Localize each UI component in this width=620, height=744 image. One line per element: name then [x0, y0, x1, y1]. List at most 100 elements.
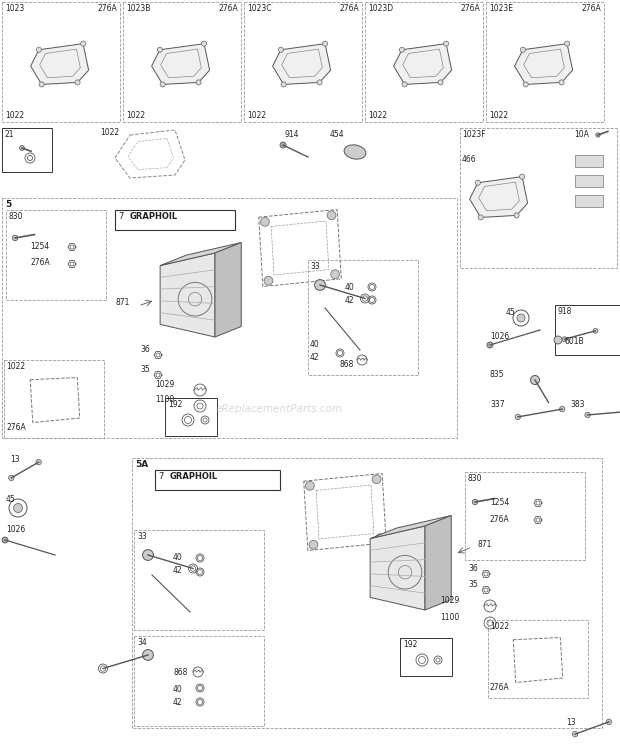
Circle shape: [520, 47, 525, 52]
Text: 276A: 276A: [97, 4, 117, 13]
Circle shape: [143, 650, 153, 661]
Polygon shape: [160, 253, 215, 337]
Text: 914: 914: [285, 130, 299, 139]
Text: 1022: 1022: [126, 111, 145, 120]
Text: 1022: 1022: [368, 111, 387, 120]
Circle shape: [585, 412, 590, 417]
Text: 276A: 276A: [490, 515, 510, 524]
Text: 830: 830: [8, 212, 22, 221]
Circle shape: [443, 41, 449, 46]
Text: 276A: 276A: [581, 4, 601, 13]
Circle shape: [562, 337, 567, 341]
Text: 1023C: 1023C: [247, 4, 272, 13]
Circle shape: [278, 47, 283, 52]
Text: 42: 42: [173, 566, 183, 575]
Text: 276A: 276A: [218, 4, 238, 13]
Text: 5: 5: [5, 200, 11, 209]
Polygon shape: [152, 44, 210, 84]
Text: 276A: 276A: [339, 4, 359, 13]
Text: 871: 871: [115, 298, 130, 307]
Circle shape: [75, 80, 80, 85]
Circle shape: [376, 533, 384, 542]
Text: 1023F: 1023F: [462, 130, 485, 139]
Circle shape: [37, 47, 42, 52]
Text: 1254: 1254: [30, 242, 49, 251]
Circle shape: [523, 82, 528, 87]
Text: 45: 45: [6, 495, 16, 504]
Circle shape: [472, 499, 477, 504]
Text: 42: 42: [310, 353, 320, 362]
Text: GRAPHOIL: GRAPHOIL: [170, 472, 218, 481]
Text: 33: 33: [310, 262, 320, 271]
Text: 1026: 1026: [490, 332, 509, 341]
Text: 835: 835: [490, 370, 505, 379]
Circle shape: [143, 550, 153, 560]
Text: 21: 21: [4, 130, 14, 139]
Circle shape: [515, 414, 521, 420]
Circle shape: [402, 82, 407, 87]
Text: 192: 192: [168, 400, 182, 409]
Text: 1023B: 1023B: [126, 4, 151, 13]
Text: 7: 7: [158, 472, 164, 481]
Circle shape: [317, 80, 322, 85]
Circle shape: [520, 174, 525, 179]
Ellipse shape: [344, 145, 366, 159]
Text: 276A: 276A: [30, 258, 50, 267]
Text: 466: 466: [462, 155, 477, 164]
Polygon shape: [160, 243, 241, 266]
Text: 1023: 1023: [5, 4, 24, 13]
Text: 1022: 1022: [5, 111, 24, 120]
Circle shape: [478, 215, 483, 220]
Text: 871: 871: [478, 540, 492, 549]
Text: 1100: 1100: [155, 395, 174, 404]
Circle shape: [330, 270, 340, 278]
Circle shape: [14, 504, 22, 513]
Circle shape: [81, 41, 86, 46]
Text: 33: 33: [137, 532, 147, 541]
Text: GRAPHOIL: GRAPHOIL: [130, 212, 178, 221]
Text: 40: 40: [173, 685, 183, 694]
Circle shape: [306, 481, 314, 490]
Text: 918: 918: [558, 307, 572, 316]
Text: 276A: 276A: [490, 683, 510, 692]
Circle shape: [2, 537, 8, 543]
Circle shape: [39, 82, 44, 87]
Text: 868: 868: [173, 668, 187, 677]
Circle shape: [12, 235, 18, 241]
Text: 40: 40: [173, 553, 183, 562]
Circle shape: [322, 41, 327, 46]
Polygon shape: [575, 155, 603, 167]
Polygon shape: [370, 526, 425, 610]
Text: 5A: 5A: [135, 460, 148, 469]
Polygon shape: [273, 44, 330, 84]
Circle shape: [202, 41, 206, 46]
Circle shape: [559, 80, 564, 85]
Circle shape: [314, 280, 326, 290]
Circle shape: [554, 336, 562, 344]
Circle shape: [593, 328, 598, 333]
Text: 1026: 1026: [6, 525, 25, 534]
Circle shape: [517, 314, 525, 322]
Text: 1029: 1029: [155, 380, 174, 389]
Text: 36: 36: [468, 564, 478, 573]
Circle shape: [281, 82, 286, 87]
Polygon shape: [575, 195, 603, 207]
Text: 1023E: 1023E: [489, 4, 513, 13]
Polygon shape: [515, 44, 573, 84]
Circle shape: [327, 211, 336, 219]
Circle shape: [559, 406, 565, 411]
Text: 192: 192: [403, 640, 417, 649]
Polygon shape: [469, 176, 528, 217]
Polygon shape: [575, 175, 603, 187]
Text: 42: 42: [173, 698, 183, 707]
Text: 1100: 1100: [440, 613, 459, 622]
Polygon shape: [425, 516, 451, 610]
Circle shape: [476, 180, 480, 185]
Text: 10A: 10A: [574, 130, 589, 139]
Circle shape: [9, 475, 14, 481]
Circle shape: [565, 41, 570, 46]
Circle shape: [572, 731, 578, 737]
Text: 454: 454: [330, 130, 345, 139]
Circle shape: [487, 342, 493, 348]
Text: 601B: 601B: [565, 337, 585, 346]
